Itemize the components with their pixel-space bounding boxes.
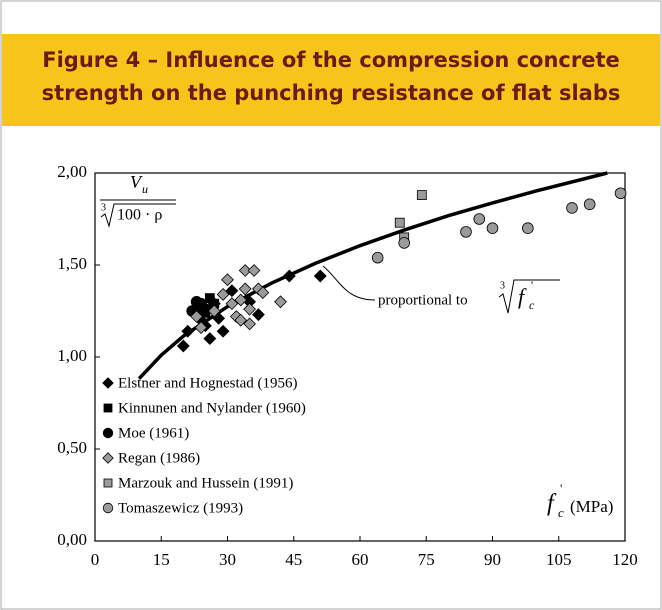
y-label-den: 100 · ρ xyxy=(117,207,162,224)
point xyxy=(473,213,486,225)
legend-marker xyxy=(102,452,114,464)
legend-label: Regan (1986) xyxy=(118,450,200,466)
title-line: Figure 4 – Influence of the compression … xyxy=(42,48,620,72)
point xyxy=(234,313,248,327)
point xyxy=(252,308,265,322)
y-label-root: 3 xyxy=(101,202,106,213)
root-sign xyxy=(498,279,560,314)
fit-curve xyxy=(137,171,608,380)
point xyxy=(416,190,427,200)
point xyxy=(199,303,212,315)
x-label-sup: ' xyxy=(560,481,562,496)
legend-label: Elstner and Hognestad (1956) xyxy=(118,375,298,391)
y-label-num: V xyxy=(130,172,143,192)
annotation-symbol: f xyxy=(518,284,527,309)
point xyxy=(194,321,208,334)
point xyxy=(243,302,256,316)
point xyxy=(203,332,217,346)
x-tick-label: 60 xyxy=(352,550,369,569)
point xyxy=(238,264,252,277)
point xyxy=(398,237,410,249)
point xyxy=(234,293,248,307)
point xyxy=(225,297,239,311)
point xyxy=(274,295,287,309)
x-tick-label: 0 xyxy=(91,550,100,569)
y-tick-label: 0,50 xyxy=(57,438,87,457)
x-tick-label: 75 xyxy=(418,550,435,569)
x-label-sub: c xyxy=(558,505,564,520)
x-label: f c ' (MPa) xyxy=(547,481,613,520)
y-label: V u 3 100 · ρ xyxy=(100,172,176,228)
annotation-leader xyxy=(322,265,376,301)
annotation-text: proportional to xyxy=(378,292,468,308)
title-line: strength on the punching resistance of f… xyxy=(42,81,621,105)
point xyxy=(614,187,627,200)
title-box xyxy=(2,34,660,126)
point xyxy=(238,282,252,296)
point xyxy=(190,310,203,323)
point xyxy=(247,264,261,277)
point xyxy=(522,222,534,235)
point xyxy=(221,273,234,287)
x-tick-label: 30 xyxy=(219,550,236,569)
x-tick-label: 105 xyxy=(546,550,572,569)
point xyxy=(394,217,405,228)
x-tick-label: 15 xyxy=(153,550,170,569)
y-label-sub: u xyxy=(142,182,148,196)
point xyxy=(371,251,384,264)
point xyxy=(486,222,499,235)
legend-marker xyxy=(102,377,114,389)
legend-marker xyxy=(102,427,114,439)
point xyxy=(566,202,578,214)
point xyxy=(256,286,270,300)
point xyxy=(282,269,296,283)
point xyxy=(313,269,327,283)
point xyxy=(176,339,190,353)
x-tick-label: 90 xyxy=(484,550,501,569)
annotation-sup: ' xyxy=(531,278,533,292)
legend-label: Marzouk and Hussein (1991) xyxy=(118,475,293,491)
x-label-unit: (MPa) xyxy=(570,497,613,516)
legend-marker xyxy=(103,478,113,488)
x-label-symbol: f xyxy=(547,491,557,517)
y-tick-label: 1,00 xyxy=(57,346,87,365)
x-tick-label: 120 xyxy=(612,550,638,569)
point xyxy=(243,317,256,331)
y-tick-label: 0,00 xyxy=(57,530,87,549)
point xyxy=(216,324,230,338)
point xyxy=(225,284,239,298)
point xyxy=(460,226,472,238)
root-sign xyxy=(100,203,176,228)
y-tick-label: 2,00 xyxy=(57,162,87,181)
point xyxy=(207,304,221,318)
legend-label: Moe (1961) xyxy=(118,425,189,441)
annotation-root: 3 xyxy=(500,280,505,291)
legend-marker xyxy=(102,502,114,514)
x-tick-label: 45 xyxy=(285,550,302,569)
y-tick-label: 1,50 xyxy=(57,254,87,273)
point xyxy=(583,198,596,211)
legend-marker xyxy=(103,403,113,413)
point xyxy=(181,324,195,338)
legend-label: Kinnunen and Nylander (1960) xyxy=(118,400,306,416)
annotation-sub: c xyxy=(529,298,535,312)
point xyxy=(216,288,230,301)
legend-label: Tomaszewicz (1993) xyxy=(118,500,243,516)
annotation: proportional to 3 f c ' xyxy=(378,278,560,314)
